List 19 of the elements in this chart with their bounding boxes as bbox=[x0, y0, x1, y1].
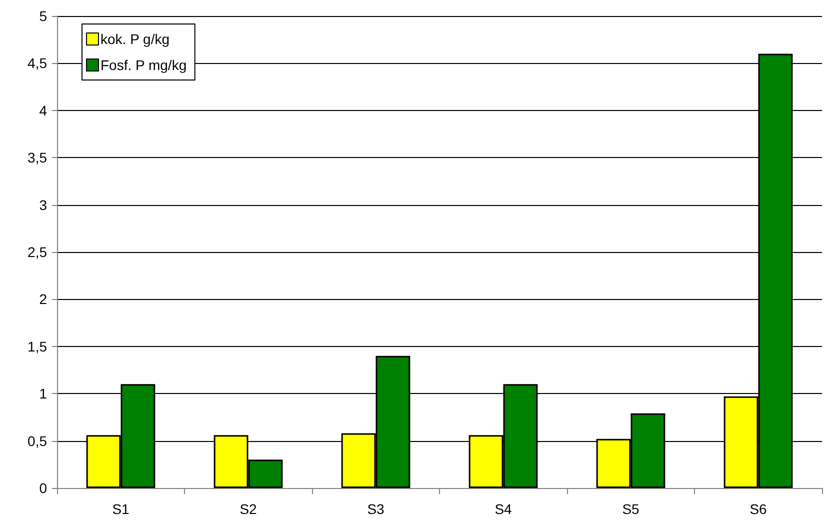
y-tick-label: 3 bbox=[39, 196, 48, 213]
x-tick-label: S6 bbox=[750, 501, 768, 517]
x-tick-label: S1 bbox=[112, 501, 130, 517]
x-tick-label: S3 bbox=[367, 501, 385, 517]
y-tick-label: 2,5 bbox=[28, 244, 48, 260]
y-tick-label: 5 bbox=[39, 8, 48, 24]
legend-label: Fosf. P mg/kg bbox=[100, 57, 187, 73]
y-tick-label: 3,5 bbox=[28, 150, 48, 166]
y-tick-label: 1,5 bbox=[28, 338, 48, 354]
y-tick-label: 4 bbox=[39, 102, 48, 118]
y-tick-label: 2 bbox=[39, 291, 48, 308]
x-tick-label: S4 bbox=[494, 501, 512, 517]
x-tick-label: S5 bbox=[622, 501, 640, 517]
legend-label: kok. P g/kg bbox=[100, 31, 170, 47]
y-tick-label: 0,5 bbox=[28, 432, 48, 449]
y-tick-label: 0 bbox=[39, 480, 48, 496]
x-tick-label: S2 bbox=[240, 501, 258, 517]
y-tick-label: 1 bbox=[39, 386, 48, 402]
y-tick-label: 4,5 bbox=[28, 55, 48, 72]
